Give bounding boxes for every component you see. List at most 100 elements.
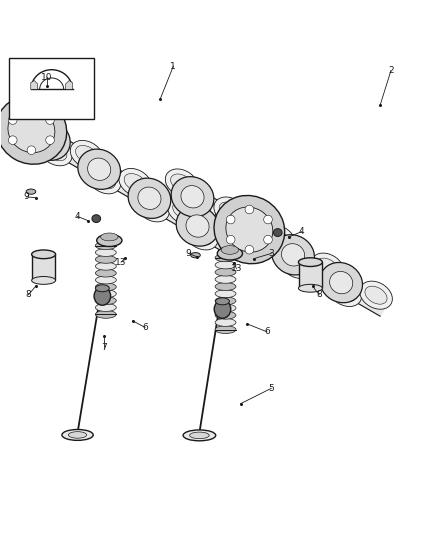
Text: 6: 6 [264,327,270,336]
Text: 8: 8 [316,290,322,300]
Ellipse shape [215,298,230,305]
Ellipse shape [330,271,353,294]
Polygon shape [18,117,246,260]
Ellipse shape [95,285,110,292]
Ellipse shape [365,286,387,304]
Circle shape [27,106,36,114]
Polygon shape [66,80,73,90]
Ellipse shape [188,199,211,217]
Ellipse shape [221,246,239,254]
Ellipse shape [221,230,244,248]
Ellipse shape [22,112,54,141]
Ellipse shape [215,290,236,297]
Polygon shape [31,80,38,90]
Ellipse shape [273,229,282,237]
Ellipse shape [95,276,116,284]
Ellipse shape [191,227,212,245]
Circle shape [264,215,272,224]
Ellipse shape [181,185,204,208]
Circle shape [245,205,254,214]
Ellipse shape [95,290,116,297]
Circle shape [226,236,235,244]
Ellipse shape [216,224,249,253]
Ellipse shape [32,250,56,259]
Ellipse shape [32,277,56,284]
Ellipse shape [28,120,70,160]
Ellipse shape [94,287,111,305]
Ellipse shape [320,262,363,303]
Ellipse shape [62,430,93,440]
Text: 13: 13 [115,257,127,266]
Ellipse shape [232,222,265,251]
Ellipse shape [237,228,259,245]
Ellipse shape [95,283,116,291]
Ellipse shape [78,149,120,189]
Ellipse shape [0,96,67,164]
Text: 3: 3 [268,249,274,258]
Ellipse shape [219,202,241,220]
Ellipse shape [215,254,236,262]
Ellipse shape [334,284,356,302]
Text: 1: 1 [170,62,176,71]
Text: 13: 13 [231,264,242,273]
Ellipse shape [215,282,236,290]
Bar [9,58,94,118]
Ellipse shape [124,174,146,191]
Ellipse shape [226,207,273,252]
Text: 8: 8 [25,290,31,300]
Ellipse shape [95,269,116,277]
Ellipse shape [95,248,116,256]
Ellipse shape [27,117,49,135]
Ellipse shape [171,176,214,217]
Ellipse shape [137,194,170,222]
Ellipse shape [95,304,116,311]
Ellipse shape [215,326,236,334]
Circle shape [46,136,54,144]
Ellipse shape [214,197,247,225]
Circle shape [245,245,254,254]
Ellipse shape [39,138,72,166]
Ellipse shape [214,300,231,318]
Ellipse shape [280,251,313,278]
Ellipse shape [262,225,295,253]
Ellipse shape [88,166,121,194]
Ellipse shape [316,258,339,276]
Ellipse shape [176,206,219,246]
Ellipse shape [171,174,193,192]
Ellipse shape [37,129,60,151]
Ellipse shape [142,199,164,217]
Text: 4: 4 [299,227,304,236]
Ellipse shape [215,297,236,305]
Ellipse shape [95,297,116,304]
Text: 10: 10 [41,72,53,82]
Ellipse shape [298,258,322,266]
Ellipse shape [298,284,322,292]
Ellipse shape [329,278,361,306]
Ellipse shape [183,194,216,222]
Ellipse shape [128,178,171,219]
Ellipse shape [186,215,209,237]
Ellipse shape [88,158,111,180]
Ellipse shape [215,276,236,283]
Ellipse shape [272,235,314,275]
Polygon shape [32,254,55,280]
Text: 7: 7 [101,343,106,352]
Ellipse shape [183,430,216,441]
Text: 9: 9 [24,192,29,201]
Ellipse shape [268,230,290,248]
Circle shape [264,236,272,244]
Ellipse shape [282,244,304,266]
Ellipse shape [215,319,236,326]
Ellipse shape [138,187,161,209]
Ellipse shape [76,146,98,164]
Circle shape [8,136,17,144]
Ellipse shape [101,233,118,241]
Ellipse shape [215,268,236,276]
Ellipse shape [231,215,254,237]
Circle shape [46,116,54,124]
Text: 6: 6 [142,323,148,332]
Ellipse shape [173,201,195,220]
Ellipse shape [214,196,285,264]
Ellipse shape [311,253,344,281]
Ellipse shape [185,222,218,250]
